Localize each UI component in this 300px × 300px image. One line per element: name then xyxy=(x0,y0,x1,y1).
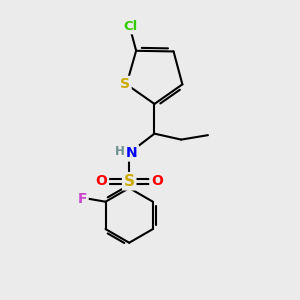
Text: F: F xyxy=(78,192,87,206)
Text: S: S xyxy=(120,77,130,92)
Text: H: H xyxy=(115,145,124,158)
Text: Cl: Cl xyxy=(123,20,137,33)
Text: O: O xyxy=(96,174,107,188)
Text: S: S xyxy=(124,174,135,189)
Text: O: O xyxy=(151,174,163,188)
Text: N: N xyxy=(126,146,137,160)
